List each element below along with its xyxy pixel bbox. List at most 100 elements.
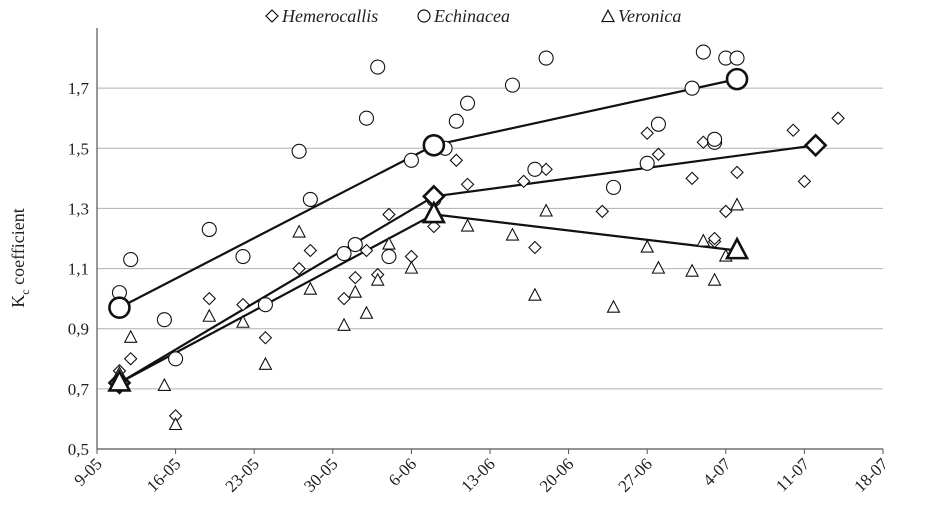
point-veronica	[258, 356, 273, 370]
y-tick-label: 0,5	[68, 440, 89, 459]
point-veronica	[359, 305, 374, 319]
point-hemerocallis	[449, 153, 464, 168]
point-hemerocallis	[382, 207, 396, 222]
point-veronica	[505, 227, 520, 241]
x-tick-label: 20-06	[536, 454, 577, 495]
point-echinacea	[459, 95, 476, 111]
trend-marker-echinacea	[108, 296, 131, 319]
point-veronica	[606, 299, 621, 313]
point-hemerocallis	[786, 123, 800, 138]
point-veronica	[157, 377, 172, 391]
point-echinacea	[504, 77, 521, 93]
point-echinacea	[448, 113, 464, 129]
point-echinacea	[527, 161, 543, 177]
point-hemerocallis	[516, 174, 531, 189]
point-echinacea	[257, 297, 273, 313]
point-echinacea	[156, 312, 172, 328]
point-echinacea	[695, 44, 711, 60]
x-tick-label: 4-07	[699, 454, 735, 490]
point-veronica	[303, 281, 318, 295]
trend-marker-echinacea	[725, 67, 749, 91]
point-veronica	[730, 197, 744, 211]
x-tick-label: 30-05	[300, 454, 341, 495]
point-hemerocallis	[460, 177, 475, 192]
legend: Hemerocallis Echinacea Veronica	[265, 6, 681, 26]
y-tick-label: 1,7	[68, 79, 90, 98]
point-veronica	[202, 308, 217, 322]
point-echinacea	[291, 143, 307, 159]
point-hemerocallis	[730, 165, 744, 180]
y-tick-label: 1,5	[68, 139, 89, 158]
point-hemerocallis	[123, 352, 138, 366]
trend-marker-veronica	[107, 368, 132, 392]
point-hemerocallis	[707, 231, 722, 246]
legend-marker-veronica	[601, 8, 615, 23]
point-veronica	[460, 218, 475, 232]
point-echinacea	[650, 116, 666, 132]
point-veronica	[707, 272, 722, 286]
data-points	[111, 44, 845, 431]
point-veronica	[292, 224, 307, 238]
point-echinacea	[707, 131, 723, 147]
point-hemerocallis	[292, 261, 306, 276]
legend-label-veronica: Veronica	[618, 6, 681, 26]
point-veronica	[640, 239, 655, 253]
point-veronica	[348, 284, 363, 298]
point-veronica	[123, 329, 138, 343]
point-hemerocallis	[303, 243, 318, 258]
point-veronica	[168, 416, 183, 431]
x-tick-label: 9-05	[70, 454, 105, 489]
point-veronica	[370, 272, 385, 286]
point-echinacea	[403, 152, 419, 168]
point-veronica	[539, 203, 554, 217]
x-tick-label: 13-06	[457, 454, 498, 495]
gridlines	[97, 87, 883, 390]
point-echinacea	[381, 248, 397, 265]
x-tick-label: 6-06	[385, 454, 420, 489]
point-hemerocallis	[685, 171, 699, 186]
y-tick-label: 1,1	[68, 260, 89, 279]
point-echinacea	[684, 80, 700, 96]
point-echinacea	[302, 191, 318, 207]
point-hemerocallis	[427, 219, 441, 234]
point-veronica	[651, 260, 666, 274]
x-tick-label: 16-05	[143, 454, 184, 495]
point-echinacea	[201, 221, 217, 238]
point-hemerocallis	[202, 291, 217, 306]
x-tick-labels: 9-05 16-05 23-05 30-05 6-06 13-06 20-06 27-06 4-…	[70, 454, 892, 496]
trend-marker-veronica	[421, 200, 447, 224]
point-veronica	[528, 287, 542, 301]
point-echinacea	[538, 50, 554, 66]
point-echinacea	[123, 251, 139, 268]
legend-marker-hemerocallis	[265, 9, 279, 23]
legend-label-hemerocallis: Hemerocallis	[281, 6, 378, 26]
point-echinacea	[605, 179, 622, 195]
x-tick-label: 11-07	[772, 454, 813, 495]
point-veronica	[404, 260, 419, 274]
point-hemerocallis	[640, 126, 654, 141]
trend-marker-hemerocallis	[803, 133, 828, 158]
legend-label-echinacea: Echinacea	[433, 6, 510, 26]
point-hemerocallis	[719, 204, 733, 219]
legend-marker-echinacea	[417, 9, 431, 23]
x-tick-label: 18-07	[850, 454, 892, 496]
point-hemerocallis	[528, 240, 542, 255]
point-echinacea	[370, 59, 386, 75]
point-hemerocallis	[595, 204, 610, 219]
point-veronica	[685, 263, 700, 277]
point-echinacea	[235, 248, 251, 265]
point-veronica	[337, 317, 351, 331]
y-tick-label: 0,9	[68, 320, 89, 339]
point-hemerocallis	[258, 330, 273, 345]
point-echinacea	[168, 351, 184, 367]
point-echinacea	[336, 245, 352, 262]
x-tick-label: 23-05	[222, 454, 263, 495]
point-hemerocallis	[348, 270, 363, 285]
point-hemerocallis	[831, 111, 845, 125]
point-veronica	[236, 314, 250, 328]
y-tick-labels: 0,5 0,7 0,9 1,1 1,3 1,5 1,7	[68, 79, 90, 459]
y-tick-label: 0,7	[68, 380, 90, 399]
y-axis-label: Kc coefficient	[8, 208, 32, 307]
trend-marker-echinacea	[422, 133, 446, 157]
